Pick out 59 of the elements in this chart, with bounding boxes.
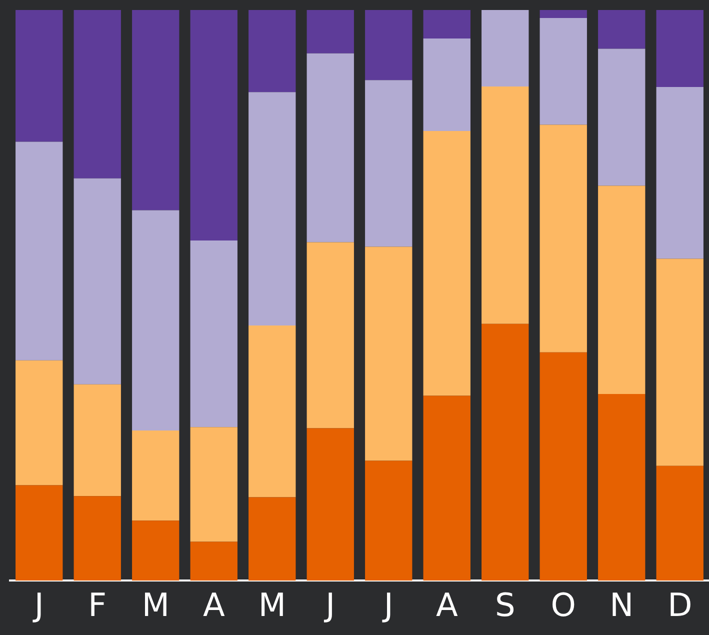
bar: [132, 10, 180, 210]
bar: [598, 10, 646, 49]
x-tick-label: J: [324, 586, 336, 624]
bar: [132, 520, 180, 581]
bar: [365, 80, 412, 247]
bar: [190, 240, 238, 428]
bar: [540, 10, 587, 18]
bar: [16, 360, 63, 486]
bar: [306, 242, 354, 428]
x-tick-label: A: [436, 586, 458, 624]
bar: [482, 324, 529, 581]
bar: [540, 352, 587, 581]
bar: [423, 38, 470, 131]
x-tick-label: J: [382, 586, 394, 624]
bar: [423, 130, 470, 396]
bar: [306, 53, 354, 242]
bar: [540, 124, 587, 352]
x-tick-label: M: [258, 586, 286, 624]
bar: [656, 258, 704, 466]
bar: [16, 142, 63, 360]
x-tick-label: M: [142, 586, 170, 624]
bar: [656, 10, 704, 88]
bar: [16, 485, 63, 581]
bar: [132, 430, 180, 521]
bar: [656, 87, 704, 259]
x-tick-label: F: [88, 586, 107, 624]
bar: [306, 10, 354, 54]
bar: [190, 542, 238, 581]
bar: [365, 10, 412, 80]
bar: [598, 186, 646, 394]
x-tick-label: O: [550, 586, 576, 624]
x-tick-label: J: [32, 586, 44, 624]
bar: [423, 10, 470, 39]
bar: [365, 246, 412, 461]
bar: [656, 466, 704, 581]
bar: [190, 427, 238, 542]
bar: [16, 10, 63, 142]
bar: [598, 394, 646, 581]
x-tick-label: S: [494, 586, 516, 624]
x-tick-label: D: [668, 586, 692, 624]
bar: [365, 460, 412, 581]
x-tick-label: N: [610, 586, 634, 624]
bar: [306, 428, 354, 581]
bar: [248, 497, 296, 581]
bar: [74, 496, 121, 581]
bar: [482, 86, 529, 324]
bar: [248, 92, 296, 326]
bar: [132, 210, 180, 431]
bar: [482, 10, 529, 86]
x-tick-label: A: [202, 586, 225, 624]
bar: [74, 178, 121, 384]
bar: [74, 384, 121, 496]
bar: [540, 18, 587, 125]
bar: [74, 10, 121, 178]
bar: [248, 10, 296, 92]
bar: [423, 396, 470, 581]
bar: [598, 48, 646, 186]
bar: [248, 326, 296, 498]
bar: [190, 10, 238, 241]
